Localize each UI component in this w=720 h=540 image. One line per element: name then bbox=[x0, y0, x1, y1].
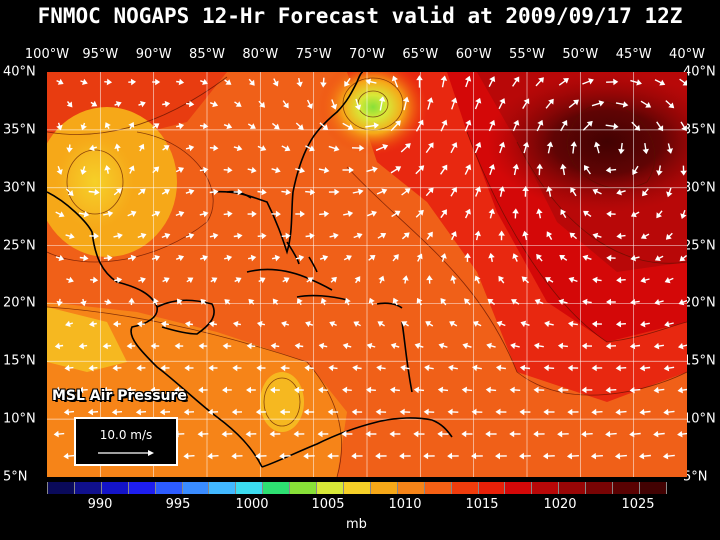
latitude-label: 15°N bbox=[683, 354, 716, 369]
latitude-label: 10°N bbox=[683, 412, 716, 427]
latitude-label: 15°N bbox=[3, 354, 36, 369]
latitude-label: 40°N bbox=[3, 65, 36, 80]
colorbar-swatch bbox=[613, 482, 640, 494]
colorbar-swatch bbox=[532, 482, 559, 494]
colorbar-swatch bbox=[452, 482, 479, 494]
latitude-label: 30°N bbox=[683, 180, 716, 195]
latitude-label: 25°N bbox=[683, 238, 716, 253]
latitude-label: 25°N bbox=[3, 238, 36, 253]
colorbar-swatch bbox=[371, 482, 398, 494]
colorbar-swatch bbox=[129, 482, 156, 494]
colorbar-swatch bbox=[559, 482, 586, 494]
colorbar-swatch bbox=[317, 482, 344, 494]
colorbar-tick-label: 1005 bbox=[311, 497, 344, 512]
colorbar-tick-label: 1020 bbox=[543, 497, 576, 512]
colorbar-tick-label: 1025 bbox=[621, 497, 654, 512]
colorbar-tick-label: 1000 bbox=[235, 497, 268, 512]
colorbar-swatch bbox=[586, 482, 613, 494]
colorbar-swatch bbox=[640, 482, 667, 494]
wind-scale-box: 10.0 m/s bbox=[74, 417, 178, 466]
colorbar-swatch bbox=[102, 482, 129, 494]
colorbar-swatch bbox=[47, 482, 75, 494]
colorbar-swatch bbox=[236, 482, 263, 494]
latitude-label: 20°N bbox=[3, 296, 36, 311]
caribbean-low-center bbox=[260, 372, 304, 432]
latitude-label: 30°N bbox=[3, 180, 36, 195]
latitude-label: 40°N bbox=[683, 65, 716, 80]
colorbar-swatch bbox=[425, 482, 452, 494]
colorbar-swatch bbox=[263, 482, 290, 494]
colorbar-tick-label: 1010 bbox=[388, 497, 421, 512]
colorbar-swatch bbox=[398, 482, 425, 494]
longitude-label: 80°W bbox=[242, 47, 278, 62]
latitude-label: 10°N bbox=[3, 412, 36, 427]
wind-scale-label: 10.0 m/s bbox=[76, 428, 176, 442]
longitude-label: 60°W bbox=[456, 47, 492, 62]
field-label: MSL Air Pressure bbox=[52, 388, 187, 404]
colorbar-tick-label: 995 bbox=[166, 497, 191, 512]
longitude-label: 40°W bbox=[669, 47, 705, 62]
colorbar-swatch bbox=[156, 482, 183, 494]
colorbar-swatch bbox=[479, 482, 506, 494]
longitude-label: 75°W bbox=[296, 47, 332, 62]
pressure-colorbar bbox=[47, 482, 667, 494]
longitude-label: 55°W bbox=[509, 47, 545, 62]
colorbar-unit: mb bbox=[346, 517, 367, 532]
wind-scale-arrow-icon bbox=[98, 449, 154, 457]
longitude-label: 65°W bbox=[402, 47, 438, 62]
longitude-label: 45°W bbox=[616, 47, 652, 62]
colorbar-swatch bbox=[290, 482, 317, 494]
latitude-label: 20°N bbox=[683, 296, 716, 311]
longitude-label: 90°W bbox=[136, 47, 172, 62]
longitude-label: 70°W bbox=[349, 47, 385, 62]
colorbar-swatch bbox=[505, 482, 532, 494]
colorbar-tick-label: 990 bbox=[88, 497, 113, 512]
map-title: FNMOC NOGAPS 12-Hr Forecast valid at 200… bbox=[0, 4, 720, 28]
colorbar-swatch bbox=[344, 482, 371, 494]
colorbar-swatch bbox=[183, 482, 210, 494]
colorbar-swatch bbox=[209, 482, 236, 494]
latitude-label: 35°N bbox=[3, 122, 36, 137]
longitude-label: 85°W bbox=[189, 47, 225, 62]
colorbar-swatch bbox=[75, 482, 102, 494]
longitude-label: 50°W bbox=[562, 47, 598, 62]
latitude-label: 5°N bbox=[3, 470, 28, 485]
longitude-label: 95°W bbox=[82, 47, 118, 62]
colorbar-tick-label: 1015 bbox=[465, 497, 498, 512]
longitude-label: 100°W bbox=[25, 47, 69, 62]
latitude-label: 35°N bbox=[683, 122, 716, 137]
